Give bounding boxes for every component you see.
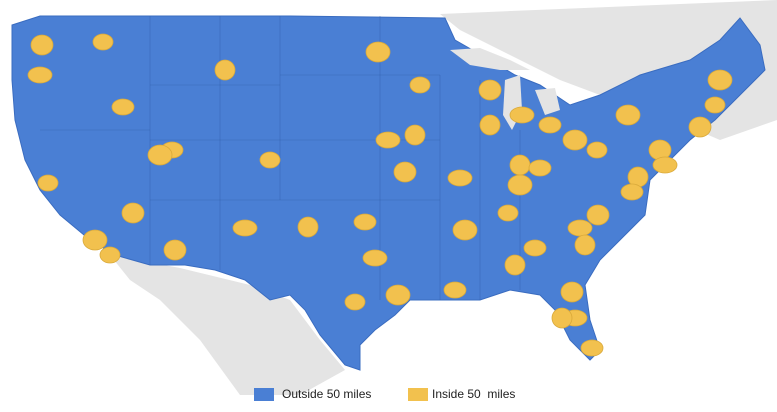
coverage-area <box>297 216 319 238</box>
coverage-area <box>353 213 377 231</box>
coverage-area <box>586 204 610 226</box>
coverage-area <box>409 76 431 94</box>
coverage-area <box>214 59 236 81</box>
coverage-area <box>580 339 604 357</box>
coverage-area <box>507 174 533 196</box>
coverage-area <box>479 114 501 136</box>
coverage-area <box>509 154 531 176</box>
coverage-area <box>452 219 478 241</box>
coverage-area <box>509 106 535 124</box>
coverage-area <box>704 96 726 114</box>
coverage-area <box>652 156 678 174</box>
legend: Outside 50 miles Inside 50 miles <box>254 387 515 401</box>
coverage-area <box>259 151 281 169</box>
coverage-area <box>562 129 588 151</box>
legend-label: Inside 50 miles <box>432 387 515 401</box>
coverage-area <box>232 219 258 237</box>
coverage-area <box>82 229 108 251</box>
coverage-area <box>99 246 121 264</box>
coverage-area <box>393 161 417 183</box>
coverage-area <box>362 249 388 267</box>
coverage-area <box>551 307 573 329</box>
coverage-area <box>37 174 59 192</box>
coverage-area <box>111 98 135 116</box>
coverage-area <box>344 293 366 311</box>
coverage-area <box>121 202 145 224</box>
usa <box>11 15 766 371</box>
coverage-area <box>375 131 401 149</box>
coverage-area <box>147 144 173 166</box>
coverage-area <box>365 41 391 63</box>
coverage-area <box>707 69 733 91</box>
coverage-area <box>560 281 584 303</box>
coverage-areas <box>27 33 733 357</box>
coverage-area <box>447 169 473 187</box>
mexico <box>110 255 345 395</box>
coverage-area <box>688 116 712 138</box>
coverage-area <box>620 183 644 201</box>
coverage-area <box>538 116 562 134</box>
coverage-area <box>574 234 596 256</box>
coverage-area <box>478 79 502 101</box>
coverage-area <box>567 219 593 237</box>
coverage-area <box>615 104 641 126</box>
coverage-area <box>385 284 411 306</box>
coverage-area <box>163 239 187 261</box>
coverage-area <box>586 141 608 159</box>
coverage-area <box>504 254 526 276</box>
legend-label: Outside 50 miles <box>282 387 371 401</box>
legend-swatch <box>408 388 428 401</box>
coverage-area <box>443 281 467 299</box>
coverage-area <box>92 33 114 51</box>
coverage-area <box>27 66 53 84</box>
coverage-area <box>404 124 426 146</box>
coverage-area <box>523 239 547 257</box>
coverage-area <box>497 204 519 222</box>
lake-superior <box>450 48 530 70</box>
legend-swatch <box>254 388 274 401</box>
coverage-area <box>528 159 552 177</box>
usa-shape <box>11 15 766 371</box>
lake-huron <box>535 88 560 115</box>
coverage-area <box>30 34 54 56</box>
